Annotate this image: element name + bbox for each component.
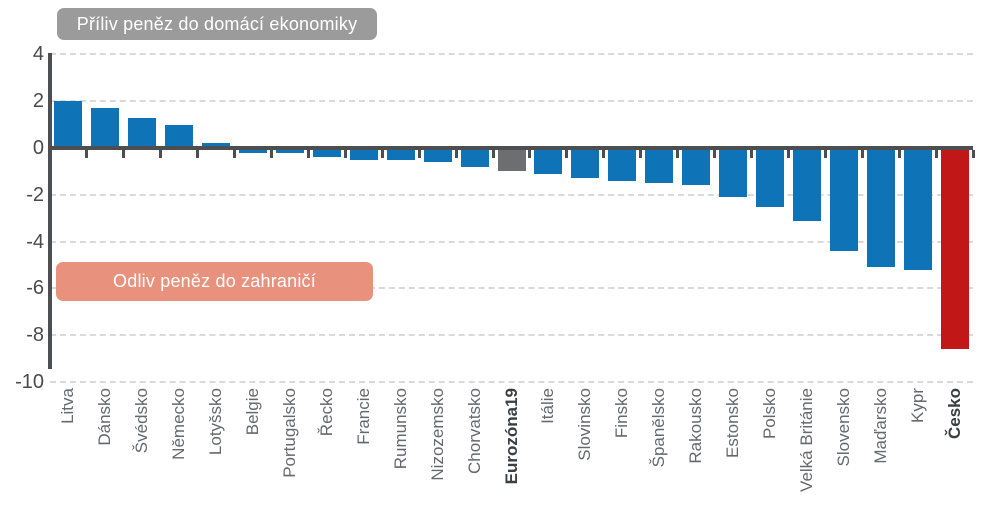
- x-label-Slovensko: Slovensko: [833, 388, 853, 467]
- bar-Litva: [54, 101, 83, 146]
- category-tick: [48, 150, 52, 158]
- category-tick: [270, 150, 274, 158]
- bar-Velká Británie: [792, 150, 821, 221]
- category-tick: [749, 150, 753, 158]
- bar-Nizozemsko: [423, 150, 452, 163]
- category-tick: [860, 150, 864, 158]
- y-tick-label: 0: [32, 137, 44, 159]
- bar-Maďarsko: [866, 150, 895, 268]
- category-tick: [491, 150, 495, 158]
- bar-Slovinsko: [571, 150, 600, 179]
- bar-Estonsko: [719, 150, 748, 198]
- category-tick: [971, 150, 975, 158]
- gridline-y4: [50, 53, 973, 56]
- category-tick: [454, 150, 458, 158]
- category-tick: [528, 150, 532, 158]
- x-label-Španělsko: Španělsko: [649, 388, 669, 468]
- category-tick: [823, 150, 827, 158]
- x-label-Rakousko: Rakousko: [686, 388, 706, 464]
- y-tick-label: -8: [26, 324, 44, 347]
- x-label-Portugalsko: Portugalsko: [279, 388, 299, 478]
- x-label-Estonsko: Estonsko: [723, 388, 743, 458]
- bar-Německo: [165, 124, 194, 146]
- x-label-Rumunsko: Rumunsko: [390, 388, 410, 470]
- bar-Rakousko: [682, 150, 711, 186]
- category-tick: [380, 150, 384, 158]
- x-label-Švédsko: Švédsko: [132, 388, 152, 454]
- category-tick: [713, 150, 717, 158]
- bar-Portugalsko: [275, 150, 304, 153]
- x-label-Nizozemsko: Nizozemsko: [427, 388, 447, 481]
- bar-Kypr: [903, 150, 932, 270]
- x-label-Itálie: Itálie: [538, 388, 558, 424]
- x-label-Německo: Německo: [169, 388, 189, 460]
- bar-Francie: [349, 150, 378, 160]
- y-tick-label: 2: [32, 90, 44, 113]
- inflow-label-text: Příliv peněz do domácí ekonomiky: [76, 13, 358, 34]
- bar-Chorvatsko: [460, 150, 489, 167]
- x-label-Dánsko: Dánsko: [95, 388, 115, 446]
- bar-Finsko: [608, 150, 637, 181]
- gridline-y-10: [50, 381, 973, 383]
- bar-Slovensko: [829, 150, 858, 251]
- y-tick-label: -2: [26, 183, 44, 206]
- bar-Rumunsko: [386, 150, 415, 160]
- bar-Belgie: [239, 150, 268, 153]
- gridline-y-8: [50, 334, 973, 337]
- x-label-Polsko: Polsko: [759, 388, 779, 440]
- category-tick: [639, 150, 643, 158]
- category-tick: [85, 150, 89, 158]
- x-label-Maďarsko: Maďarsko: [870, 388, 890, 464]
- x-label-Velká Británie: Velká Británie: [796, 388, 816, 492]
- bar-Eurozóna19: [497, 150, 526, 172]
- gridline-y-4: [50, 240, 973, 243]
- x-label-Chorvatsko: Chorvatsko: [464, 388, 484, 474]
- outflow-label-text: Odliv peněz do zahraničí: [113, 271, 316, 291]
- bar-Švédsko: [128, 117, 157, 146]
- category-tick: [565, 150, 569, 158]
- y-tick-label: -4: [26, 230, 44, 253]
- gridline-y-2: [50, 193, 973, 196]
- category-tick: [897, 150, 901, 158]
- category-tick: [196, 150, 200, 158]
- x-label-Slovinsko: Slovinsko: [575, 388, 595, 461]
- category-tick: [122, 150, 126, 158]
- x-label-Česko: Česko: [944, 388, 964, 440]
- x-label-Finsko: Finsko: [612, 388, 632, 439]
- bar-Španělsko: [645, 150, 674, 184]
- category-tick: [786, 150, 790, 158]
- category-tick: [233, 150, 237, 158]
- bar-Řecko: [312, 150, 341, 158]
- category-tick: [934, 150, 938, 158]
- inflow-label-box: Příliv peněz do domácí ekonomiky: [57, 8, 377, 40]
- x-label-Kypr: Kypr: [907, 388, 927, 423]
- bar-Dánsko: [91, 108, 120, 146]
- y-tick-label: -10: [15, 371, 44, 393]
- bar-Česko: [940, 150, 969, 350]
- x-label-Belgie: Belgie: [243, 388, 263, 436]
- x-label-Řecko: Řecko: [316, 388, 336, 437]
- outflow-label-box: Odliv peněz do zahraničí: [56, 262, 373, 301]
- x-label-Litva: Litva: [58, 388, 78, 424]
- category-tick: [676, 150, 680, 158]
- y-tick-label: -6: [26, 277, 44, 300]
- y-tick-label: 4: [32, 43, 44, 66]
- bar-Polsko: [755, 150, 784, 207]
- bar-Itálie: [534, 150, 563, 174]
- category-tick: [343, 150, 347, 158]
- gridline-y2: [50, 100, 973, 103]
- x-label-Lotyšsko: Lotyšsko: [206, 388, 226, 456]
- y-axis-line: [48, 53, 52, 370]
- gridline-y-6: [50, 287, 973, 290]
- category-tick: [602, 150, 606, 158]
- zero-axis-line: [50, 146, 973, 150]
- bar-Lotyšsko: [202, 143, 231, 146]
- category-tick: [306, 150, 310, 158]
- category-tick: [159, 150, 163, 158]
- x-label-Francie: Francie: [353, 388, 373, 445]
- category-tick: [417, 150, 421, 158]
- x-label-Eurozóna19: Eurozóna19: [501, 388, 521, 485]
